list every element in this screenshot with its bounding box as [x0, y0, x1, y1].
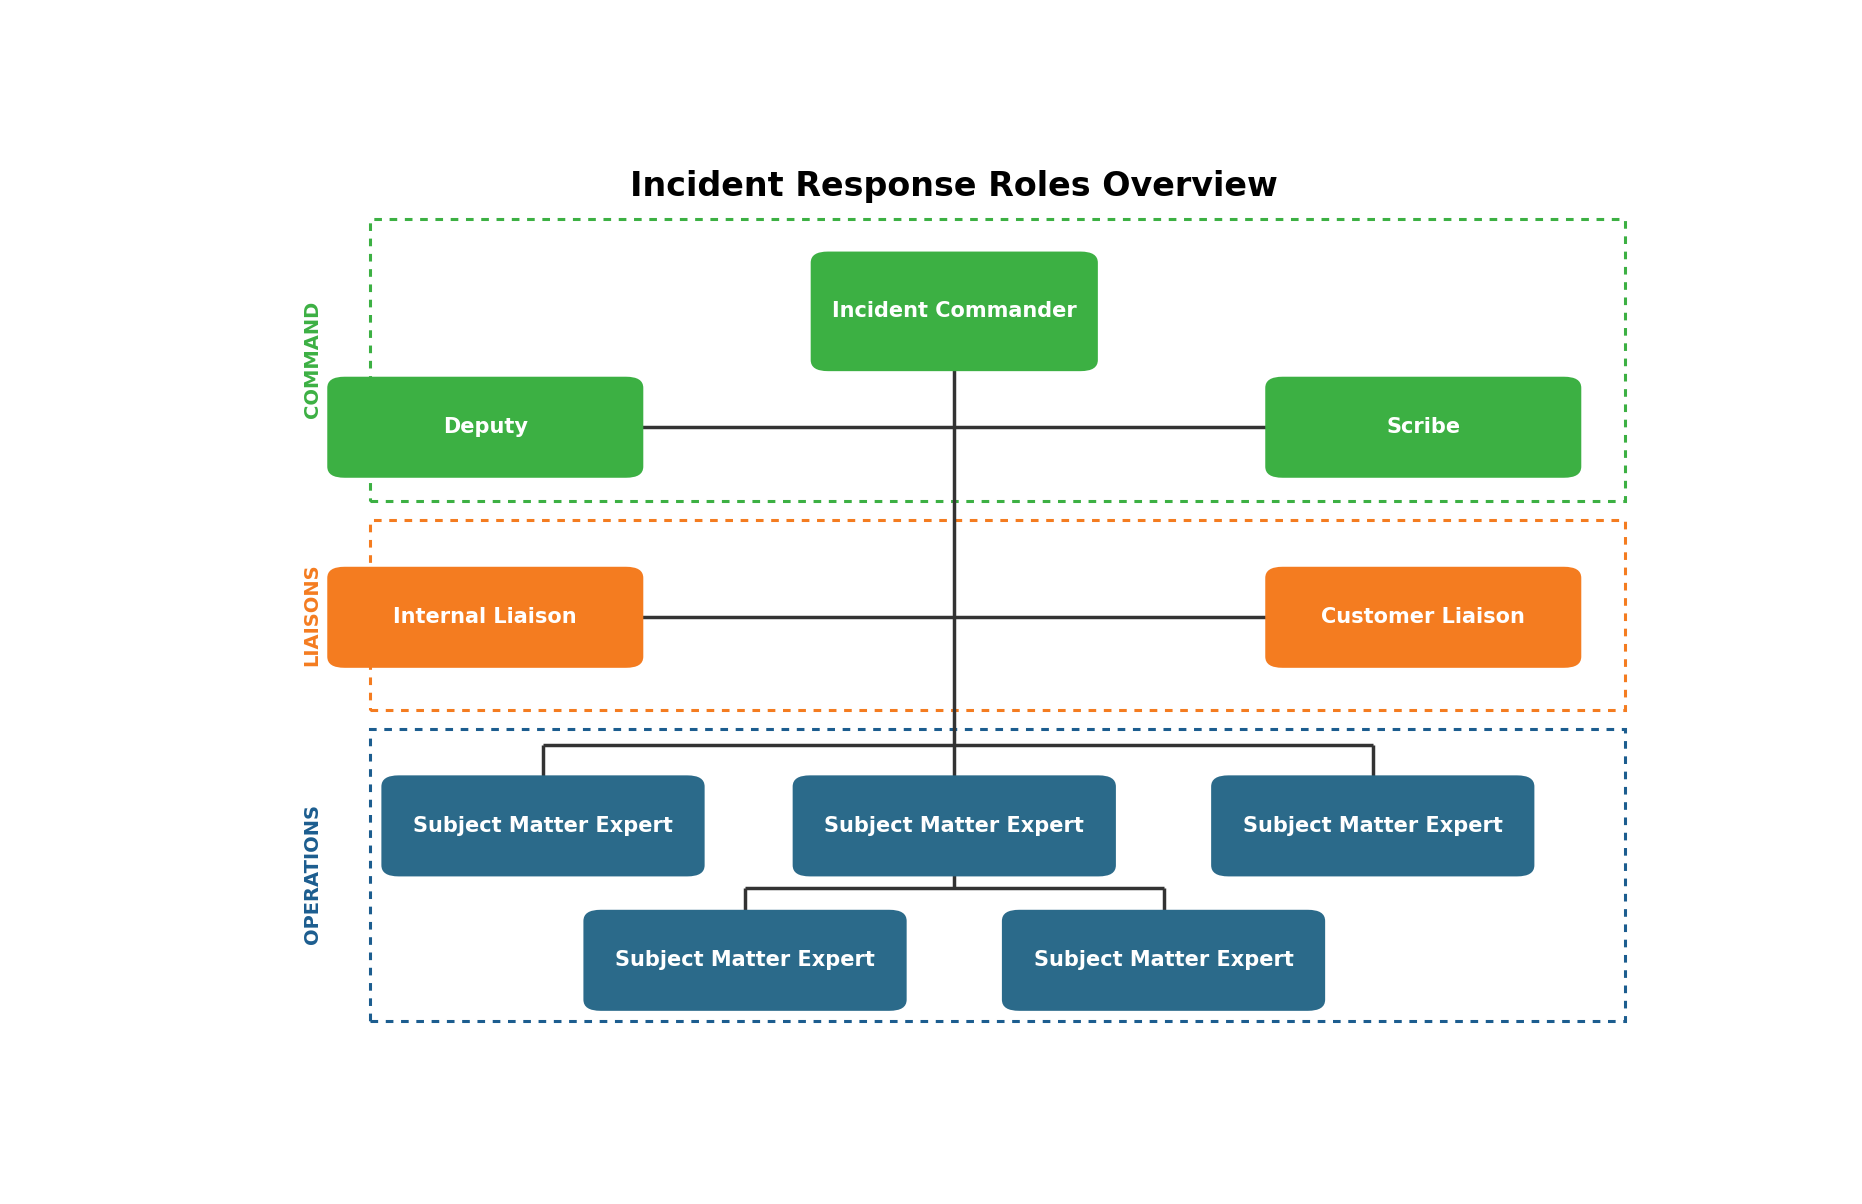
FancyBboxPatch shape [1266, 567, 1581, 668]
FancyBboxPatch shape [328, 377, 642, 478]
Text: Incident Response Roles Overview: Incident Response Roles Overview [631, 170, 1277, 202]
Text: Subject Matter Expert: Subject Matter Expert [825, 816, 1084, 836]
Text: Subject Matter Expert: Subject Matter Expert [1242, 816, 1503, 836]
FancyBboxPatch shape [793, 775, 1115, 877]
Text: LIAISONS: LIAISONS [304, 563, 322, 666]
FancyBboxPatch shape [810, 252, 1099, 371]
FancyBboxPatch shape [382, 775, 704, 877]
Text: COMMAND: COMMAND [304, 301, 322, 418]
Text: Subject Matter Expert: Subject Matter Expert [1033, 950, 1294, 970]
Text: Deputy: Deputy [443, 418, 527, 437]
Text: OPERATIONS: OPERATIONS [304, 804, 322, 944]
FancyBboxPatch shape [1266, 377, 1581, 478]
FancyBboxPatch shape [1002, 910, 1326, 1011]
Text: Scribe: Scribe [1385, 418, 1460, 437]
FancyBboxPatch shape [583, 910, 907, 1011]
Text: Subject Matter Expert: Subject Matter Expert [413, 816, 672, 836]
Text: Incident Commander: Incident Commander [832, 301, 1076, 321]
Text: Internal Liaison: Internal Liaison [393, 607, 577, 627]
Text: Customer Liaison: Customer Liaison [1322, 607, 1525, 627]
Text: Subject Matter Expert: Subject Matter Expert [614, 950, 875, 970]
FancyBboxPatch shape [1210, 775, 1534, 877]
FancyBboxPatch shape [328, 567, 642, 668]
